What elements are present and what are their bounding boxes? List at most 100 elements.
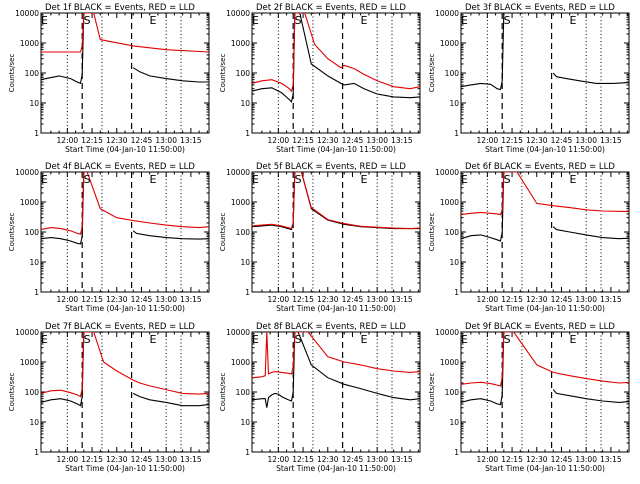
y-tick-label: 1000 bbox=[231, 198, 250, 207]
y-tick-label: 100 bbox=[236, 69, 251, 78]
x-tick-label: 12:00 bbox=[268, 136, 290, 145]
x-axis-label: Start Time (04-Jan-10 11:50:00) bbox=[65, 145, 185, 154]
series-line-lld bbox=[41, 332, 209, 398]
y-axis-label: Counts/sec bbox=[8, 213, 16, 252]
series-line-lld bbox=[41, 13, 209, 53]
x-tick-label: 12:00 bbox=[57, 455, 79, 464]
marker-end: E bbox=[361, 14, 368, 27]
marker-start: E bbox=[41, 173, 48, 186]
x-tick-label: 12:30 bbox=[526, 136, 548, 145]
y-tick-label: 100 bbox=[445, 69, 460, 78]
x-tick-label: 12:30 bbox=[106, 136, 128, 145]
series-line-events bbox=[41, 172, 209, 245]
series-line-events bbox=[41, 13, 209, 85]
series-line-lld bbox=[461, 172, 629, 216]
x-tick-label: 12:30 bbox=[526, 295, 548, 304]
x-tick-label: 12:15 bbox=[501, 455, 523, 464]
plot-frame bbox=[251, 331, 421, 453]
marker-end: E bbox=[570, 333, 577, 346]
chart-title: Det 6f BLACK = Events, RED = LLD bbox=[465, 162, 615, 172]
x-axis-label: Start Time (04-Jan-10 11:50:00) bbox=[276, 464, 396, 473]
marker-start: E bbox=[461, 173, 468, 186]
plot-frame bbox=[251, 171, 421, 293]
x-tick-label: 13:15 bbox=[391, 295, 413, 304]
x-tick-label: 12:45 bbox=[342, 295, 364, 304]
x-tick-label: 13:00 bbox=[155, 136, 177, 145]
marker-start: E bbox=[461, 333, 468, 346]
x-tick-label: 12:45 bbox=[131, 136, 153, 145]
marker-mid: S bbox=[84, 333, 91, 346]
x-tick-label: 12:15 bbox=[292, 295, 314, 304]
marker-start: E bbox=[41, 333, 48, 346]
marker-mid: S bbox=[504, 14, 511, 27]
plot-frame bbox=[460, 331, 630, 453]
plot-frame bbox=[460, 171, 630, 293]
x-axis-label: Start Time (04-Jan-10 11:50:00) bbox=[485, 145, 605, 154]
x-axis-label: Start Time (04-Jan-10 11:50:00) bbox=[65, 304, 185, 313]
x-tick-label: 13:15 bbox=[391, 136, 413, 145]
y-tick-label: 10 bbox=[29, 258, 39, 267]
y-tick-label: 1 bbox=[34, 288, 39, 297]
x-tick-label: 12:45 bbox=[131, 455, 153, 464]
marker-end: E bbox=[570, 173, 577, 186]
y-tick-label: 1 bbox=[454, 129, 459, 138]
chart-panel-2: Det 2f BLACK = Events, RED = LLD 1 10 100 10… bbox=[219, 3, 421, 154]
y-tick-label: 1 bbox=[454, 448, 459, 457]
marker-end: E bbox=[361, 333, 368, 346]
y-tick-label: 1000 bbox=[440, 358, 459, 367]
x-tick-label: 12:30 bbox=[106, 455, 128, 464]
marker-start: E bbox=[461, 14, 468, 27]
x-tick-label: 12:15 bbox=[81, 136, 103, 145]
y-tick-label: 10000 bbox=[226, 9, 250, 18]
x-tick-label: 12:15 bbox=[81, 295, 103, 304]
y-tick-label: 10 bbox=[29, 99, 39, 108]
x-tick-label: 12:15 bbox=[292, 455, 314, 464]
marker-mid: S bbox=[504, 173, 511, 186]
y-axis-label: Counts/sec bbox=[219, 373, 227, 412]
y-tick-label: 1000 bbox=[440, 39, 459, 48]
series-line-lld bbox=[461, 332, 629, 387]
x-tick-label: 12:00 bbox=[57, 295, 79, 304]
y-tick-label: 100 bbox=[236, 388, 251, 397]
series-line-lld bbox=[41, 172, 209, 235]
chart-title: Det 1f BLACK = Events, RED = LLD bbox=[45, 3, 195, 13]
y-tick-label: 10000 bbox=[15, 168, 39, 177]
x-tick-label: 13:15 bbox=[180, 295, 202, 304]
chart-title: Det 4f BLACK = Events, RED = LLD bbox=[45, 162, 195, 172]
chart-title: Det 5f BLACK = Events, RED = LLD bbox=[256, 162, 406, 172]
x-tick-label: 13:00 bbox=[575, 136, 597, 145]
y-tick-label: 100 bbox=[236, 228, 251, 237]
x-axis-label: Start Time (04-Jan-10 11:50:00) bbox=[485, 304, 605, 313]
series-line-events bbox=[252, 332, 420, 408]
x-tick-label: 12:45 bbox=[342, 455, 364, 464]
series-line-events bbox=[461, 172, 629, 242]
y-tick-label: 100 bbox=[25, 69, 40, 78]
x-tick-label: 13:00 bbox=[575, 455, 597, 464]
series-line-events bbox=[252, 13, 420, 103]
chart-panel-4: Det 4f BLACK = Events, RED = LLD 1 10 100 10… bbox=[8, 162, 210, 313]
y-tick-label: 1000 bbox=[20, 39, 39, 48]
chart-panel-7: Det 7f BLACK = Events, RED = LLD 1 10 100 10… bbox=[8, 322, 210, 473]
x-tick-label: 12:00 bbox=[477, 136, 499, 145]
y-tick-label: 1 bbox=[454, 288, 459, 297]
y-tick-label: 1 bbox=[34, 129, 39, 138]
series-line-events bbox=[252, 172, 420, 231]
y-tick-label: 10 bbox=[29, 418, 39, 427]
y-tick-label: 10 bbox=[449, 258, 459, 267]
plot-frame bbox=[40, 12, 210, 134]
x-tick-label: 12:30 bbox=[317, 295, 339, 304]
x-tick-label: 13:15 bbox=[180, 136, 202, 145]
marker-end: E bbox=[150, 14, 157, 27]
x-tick-label: 12:00 bbox=[268, 455, 290, 464]
x-tick-label: 13:00 bbox=[155, 295, 177, 304]
y-tick-label: 10000 bbox=[15, 328, 39, 337]
x-tick-label: 13:15 bbox=[600, 295, 622, 304]
y-tick-label: 1 bbox=[245, 129, 250, 138]
chart-panel-3: Det 3f BLACK = Events, RED = LLD 1 10 100 10… bbox=[428, 3, 630, 154]
marker-mid: S bbox=[504, 333, 511, 346]
plot-frame bbox=[40, 171, 210, 293]
y-axis-label: Counts/sec bbox=[219, 213, 227, 252]
x-tick-label: 12:00 bbox=[477, 455, 499, 464]
series-line-events bbox=[461, 13, 629, 91]
chart-title: Det 7f BLACK = Events, RED = LLD bbox=[45, 322, 195, 332]
